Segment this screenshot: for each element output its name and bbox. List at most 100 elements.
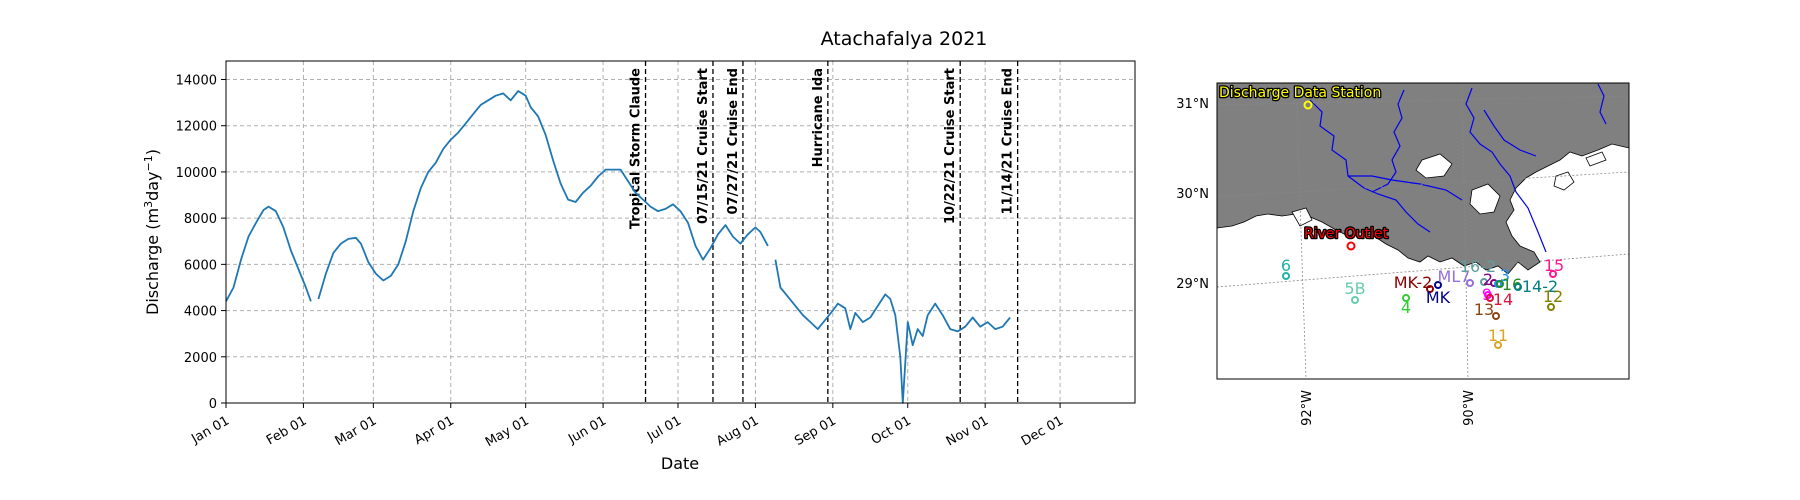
station-marker xyxy=(1351,296,1359,304)
y-tick-label: 4000 xyxy=(184,305,217,320)
discharge-chart: Atachafalya 2021 Tropical Storm Claude 07… xyxy=(142,28,1136,473)
map-tick-labels: 31°N 30°N 29°N 92°W 90°W xyxy=(1176,97,1477,426)
x-tick-label: Jun 01 xyxy=(565,413,609,447)
y-tick-label: 6000 xyxy=(184,258,217,273)
map-lat-label: 29°N xyxy=(1176,277,1209,292)
map-island-a xyxy=(1415,153,1453,179)
discharge-line xyxy=(774,259,1011,404)
x-tick-label: Oct 01 xyxy=(869,413,914,448)
y-tick-label: 10000 xyxy=(176,166,217,181)
map-lon-label: 90°W xyxy=(1462,390,1477,426)
event-label: 07/27/21 Cruise End xyxy=(726,68,741,214)
map-graticule xyxy=(1217,83,1629,379)
station-label: 4 xyxy=(1401,298,1411,317)
station-marker xyxy=(1492,312,1500,320)
map-meridian xyxy=(1295,83,1307,379)
station-label: 5B xyxy=(1344,279,1365,298)
station-marker xyxy=(1434,281,1442,289)
y-axis-label-sup2: −1 xyxy=(142,155,155,171)
x-tick-label: Dec 01 xyxy=(1019,413,1066,449)
station-marker xyxy=(1547,303,1555,311)
x-tick-label: May 01 xyxy=(483,413,532,450)
event-label: Tropical Storm Claude xyxy=(629,68,644,229)
map-parallel xyxy=(1217,171,1629,198)
map-parallel xyxy=(1217,253,1629,288)
grid xyxy=(225,61,1135,403)
station-map: Discharge Data Station River Outlet 6 5B 4 MK… xyxy=(1176,82,1630,426)
map-lat-label: 31°N xyxy=(1176,97,1209,112)
event-label: Hurricane Ida xyxy=(811,68,826,167)
y-axis-label-mid: day xyxy=(143,171,162,200)
x-tick-label: Jul 01 xyxy=(644,413,684,445)
station-marker xyxy=(1514,283,1522,291)
station-label: 12 xyxy=(1543,287,1563,306)
y-tick-label: 14000 xyxy=(176,73,217,88)
y-tick-label: 12000 xyxy=(176,120,217,135)
map-frame xyxy=(1216,82,1630,380)
highlight-point-label: River Outlet xyxy=(1304,226,1389,242)
station-marker xyxy=(1494,341,1502,349)
y-tick-label: 0 xyxy=(209,397,217,412)
station-marker xyxy=(1402,294,1410,302)
station-label: ML7 xyxy=(1438,267,1471,286)
chart-title: Atachafalya 2021 xyxy=(821,28,988,50)
station-label: 6 xyxy=(1281,256,1291,275)
discharge-line xyxy=(317,90,769,300)
station-label: 11 xyxy=(1488,326,1508,345)
map-island-b xyxy=(1469,183,1501,215)
station-label: MK-2 xyxy=(1394,273,1433,292)
plot-frame xyxy=(225,60,1136,404)
x-tick-label: Aug 01 xyxy=(714,413,761,449)
y-axis-label: Discharge (m3day−1) xyxy=(142,149,162,315)
x-axis-label: Date xyxy=(661,454,699,473)
event-label: 10/22/21 Cruise Start xyxy=(943,68,958,224)
x-tick-label: Sep 01 xyxy=(792,413,839,449)
y-tick-label: 8000 xyxy=(184,212,217,227)
map-lon-label: 92°W xyxy=(1300,390,1315,426)
station-marker xyxy=(1496,280,1504,288)
station-marker xyxy=(1466,279,1474,287)
map-island-d xyxy=(1291,207,1313,227)
x-tick-label: Nov 01 xyxy=(944,413,991,449)
station-label: 14 xyxy=(1493,290,1513,309)
x-tick-label: Jan 01 xyxy=(188,413,232,447)
map-meridian xyxy=(1461,83,1469,379)
map-island-e xyxy=(1585,151,1607,167)
station-label: 9 xyxy=(1482,285,1492,304)
map-parallel xyxy=(1217,95,1629,106)
x-tick-label: Mar 01 xyxy=(333,413,380,449)
station-marker xyxy=(1486,294,1494,302)
station-label: 14-2 xyxy=(1522,277,1558,296)
x-axis-ticks: Jan 01 Feb 01 Mar 01 Apr 01 May 01 Jun 01 Jul … xyxy=(188,403,1066,450)
highlight-point-marker xyxy=(1346,241,1356,251)
station-label: 3 xyxy=(1500,266,1510,285)
map-points: Discharge Data Station River Outlet 6 5B 4 MK… xyxy=(1218,84,1564,349)
y-axis-label-main: Discharge (m xyxy=(143,208,162,315)
map-island-c xyxy=(1553,171,1575,191)
station-marker xyxy=(1426,285,1434,293)
event-label: 11/14/21 Cruise End xyxy=(1001,68,1016,214)
y-axis-ticks: 0 2000 4000 6000 8000 10000 12000 14000 xyxy=(176,73,226,412)
plot-background xyxy=(226,61,1135,403)
station-label: 16-2 xyxy=(1460,257,1496,276)
y-tick-label: 2000 xyxy=(184,351,217,366)
x-tick-label: Apr 01 xyxy=(412,413,457,448)
highlight-point-marker xyxy=(1303,100,1313,110)
discharge-line xyxy=(225,205,312,302)
highlight-point-label: Discharge Data Station xyxy=(1219,85,1381,101)
event-label: 07/15/21 Cruise Start xyxy=(696,68,711,224)
y-axis-label-end: ) xyxy=(143,149,162,155)
station-label: 2 xyxy=(1483,270,1493,289)
station-label: 15 xyxy=(1544,256,1564,275)
y-axis-label-sup1: 3 xyxy=(142,201,155,208)
station-label: 13 xyxy=(1474,300,1494,319)
station-label: MK xyxy=(1426,288,1451,307)
x-tick-label: Feb 01 xyxy=(264,413,309,448)
station-marker xyxy=(1549,270,1557,278)
map-rivers xyxy=(1309,83,1607,253)
map-lat-label: 30°N xyxy=(1176,187,1209,202)
station-marker xyxy=(1282,272,1290,280)
station-marker xyxy=(1480,278,1488,286)
discharge-series xyxy=(225,90,1011,404)
